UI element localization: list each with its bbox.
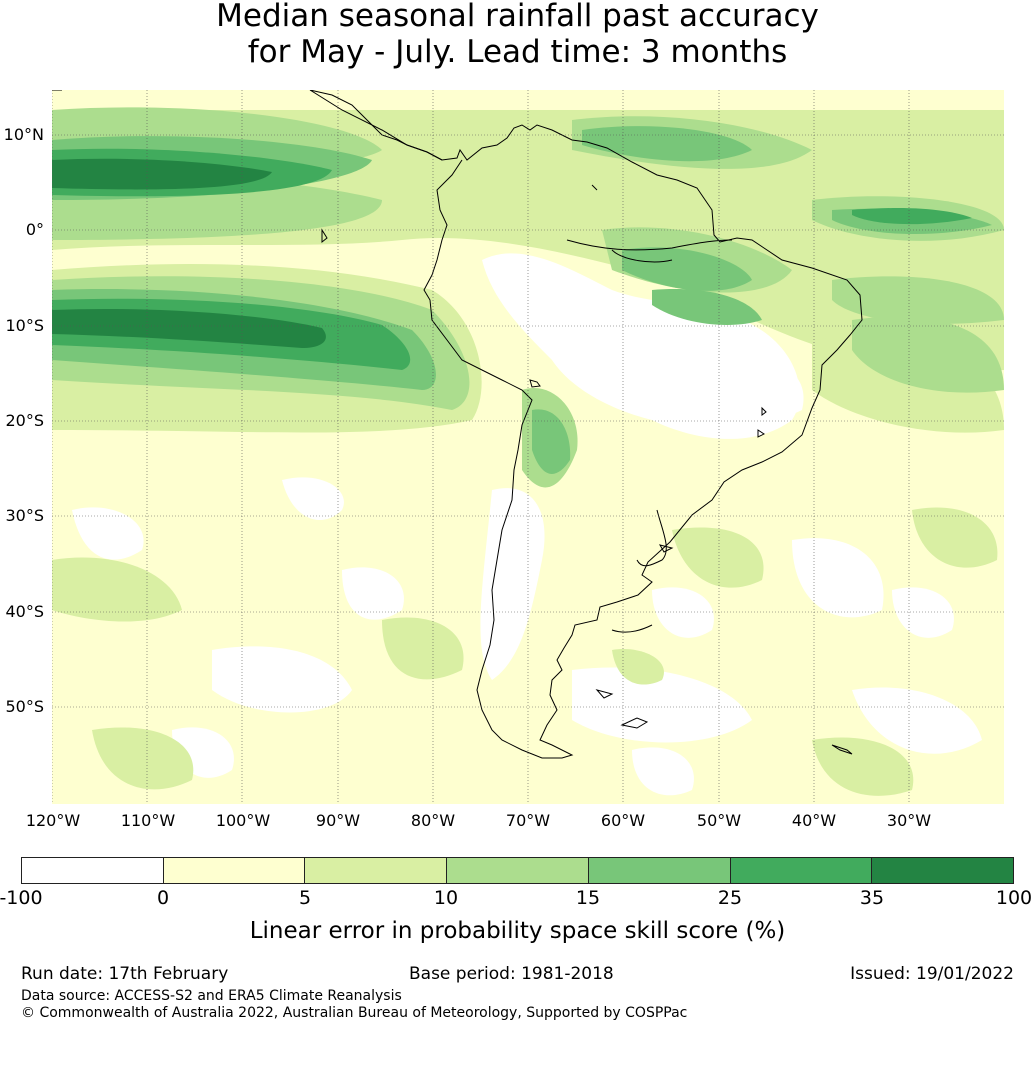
- lon-label-30w: 30°W: [886, 811, 932, 830]
- lat-label-30s: 30°S: [5, 506, 44, 525]
- legend-swatch-35-100: [872, 858, 1014, 883]
- chart-title-line-1: Median seasonal rainfall past accuracy: [216, 0, 819, 34]
- legend-swatch-15-25: [588, 858, 731, 883]
- legend-swatch-25-35: [730, 858, 873, 883]
- legend-swatch-0-5: [163, 858, 306, 883]
- lat-label-10s: 10°S: [5, 316, 44, 335]
- lon-label-60w: 60°W: [600, 811, 646, 830]
- lon-label-50w: 50°W: [696, 811, 742, 830]
- legend-tick: 5: [298, 887, 312, 909]
- lat-label-50s: 50°S: [5, 697, 44, 716]
- legend-label: Linear error in probability space skill …: [249, 918, 786, 944]
- lon-label-80w: 80°W: [410, 811, 456, 830]
- gridlines: [52, 90, 1004, 804]
- lon-label-70w: 70°W: [505, 811, 551, 830]
- legend-swatch-lt0: [22, 858, 164, 883]
- lon-label-120w: 120°W: [25, 811, 81, 830]
- lat-label-0: 0°: [25, 220, 44, 239]
- skill-score-map: [52, 90, 1004, 804]
- legend-tick: 0: [156, 887, 170, 909]
- coastlines: [52, 90, 863, 759]
- lon-label-40w: 40°W: [791, 811, 837, 830]
- legend-tick: 100: [995, 887, 1033, 909]
- run-date: Run date: 17th February: [21, 964, 229, 984]
- legend-tick: 10: [433, 887, 459, 909]
- lat-label-20s: 20°S: [5, 411, 44, 430]
- skill-35-100-regions: [52, 158, 326, 348]
- copyright: © Commonwealth of Australia 2022, Austra…: [21, 1005, 688, 1021]
- chart-title-line-2: for May - July. Lead time: 3 months: [247, 34, 788, 70]
- lon-label-110w: 110°W: [120, 811, 176, 830]
- lon-label-100w: 100°W: [215, 811, 271, 830]
- lat-label-10n: 10°N: [3, 125, 44, 144]
- legend-swatch-10-15: [447, 858, 589, 883]
- lat-label-40s: 40°S: [5, 602, 44, 621]
- legend-tick: 15: [575, 887, 601, 909]
- legend-tick: -100: [0, 887, 43, 909]
- lon-label-90w: 90°W: [315, 811, 361, 830]
- legend-tick: 25: [717, 887, 743, 909]
- legend-colorbar: [21, 857, 1014, 884]
- legend-tick: 35: [859, 887, 885, 909]
- issued-date: Issued: 19/01/2022: [850, 964, 1014, 984]
- legend-swatch-5-10: [305, 858, 448, 883]
- data-source: Data source: ACCESS-S2 and ERA5 Climate …: [21, 988, 402, 1004]
- base-period: Base period: 1981-2018: [409, 964, 614, 984]
